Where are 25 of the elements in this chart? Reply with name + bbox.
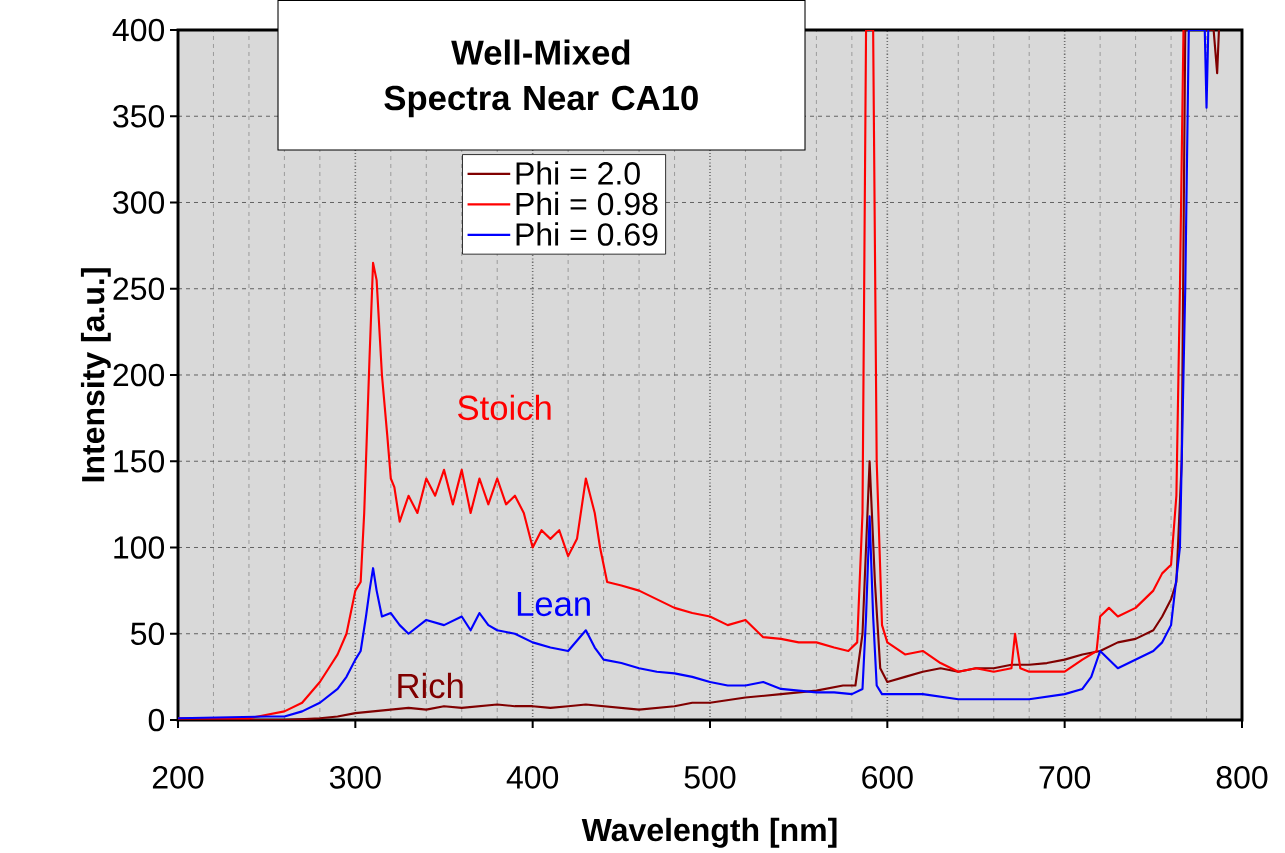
text: Well-Mixed Spectra Near CA10 xyxy=(384,39,698,118)
y-tick-label: 350 xyxy=(113,104,165,128)
y-axis-title: Intensity [a.u.] xyxy=(80,268,111,482)
x-tick-label: 300 xyxy=(329,766,381,789)
y-tick-label: 50 xyxy=(130,622,165,646)
annotation: Rich xyxy=(398,672,463,699)
y-tick-label: 0 xyxy=(148,708,165,732)
y-tick-label: 200 xyxy=(113,363,165,387)
legend-label: Phi = 0.98 xyxy=(516,191,658,216)
y-tick-label: 400 xyxy=(112,18,165,42)
annotation: Stoich xyxy=(458,394,551,421)
legend-label: Phi = 2.0 xyxy=(516,161,640,185)
legend-label: Phi = 0.69 xyxy=(516,222,658,246)
x-tick-label: 500 xyxy=(684,766,736,789)
y-tick-label: 150 xyxy=(114,449,165,473)
x-tick-label: 600 xyxy=(862,766,913,789)
y-tick-label: 250 xyxy=(113,277,165,301)
x-tick-label: 700 xyxy=(1039,766,1091,789)
x-tick-label: 200 xyxy=(152,766,204,789)
annotation: Lean xyxy=(517,591,590,617)
x-axis-title: Wavelength [nm] xyxy=(581,817,837,848)
x-tick-label: 800 xyxy=(1216,766,1268,789)
x-tick-label: 400 xyxy=(506,766,559,789)
y-tick-label: 100 xyxy=(114,536,165,559)
y-tick-label: 300 xyxy=(113,191,165,214)
